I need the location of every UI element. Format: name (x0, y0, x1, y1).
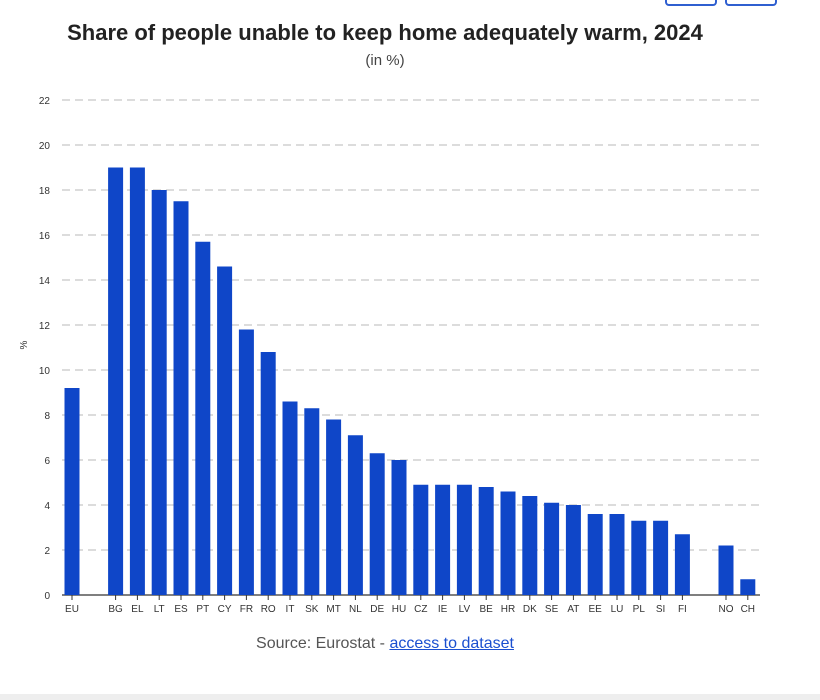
toolbar-button-2[interactable] (725, 0, 777, 6)
bar-DE (369, 453, 385, 595)
y-tick-label: 2 (44, 546, 50, 557)
x-tick-label: NL (349, 604, 362, 615)
x-tick-label: EU (65, 604, 79, 615)
bar-HR (500, 491, 516, 595)
bar-PL (631, 520, 647, 595)
y-tick-label: 22 (39, 96, 51, 107)
x-tick-label: MT (326, 604, 340, 615)
x-tick-label: FI (678, 604, 687, 615)
y-tick-label: 10 (39, 366, 51, 377)
x-tick-label: HR (501, 604, 515, 615)
x-tick-label: SE (545, 604, 559, 615)
bar-AT (565, 505, 581, 595)
x-tick-label: AT (567, 604, 579, 615)
y-tick-label: 8 (44, 411, 50, 422)
bottom-bar (0, 694, 820, 700)
x-tick-label: BE (480, 604, 494, 615)
x-tick-label: EE (589, 604, 603, 615)
x-tick-label: SI (656, 604, 665, 615)
bar-RO (260, 352, 276, 595)
bar-NL (347, 435, 363, 595)
bar-LV (456, 484, 472, 595)
bar-BE (478, 487, 494, 595)
x-tick-label: LU (611, 604, 624, 615)
bar-PT (195, 241, 211, 595)
x-tick-label: SK (305, 604, 319, 615)
x-tick-label: EL (131, 604, 144, 615)
x-tick-label: LT (154, 604, 165, 615)
source-text: Source: Eurostat - (256, 635, 390, 652)
bar-IT (282, 401, 298, 595)
y-tick-label: 12 (39, 321, 51, 332)
x-tick-label: PL (633, 604, 646, 615)
bar-MT (326, 419, 342, 595)
bar-FI (674, 534, 690, 595)
bar-DK (522, 496, 538, 595)
x-tick-label: ES (174, 604, 188, 615)
y-tick-label: 14 (39, 276, 51, 287)
x-tick-label: DE (370, 604, 384, 615)
x-tick-label: CY (218, 604, 232, 615)
x-tick-label: PT (196, 604, 209, 615)
x-tick-label: IT (286, 604, 295, 615)
bar-EL (129, 167, 145, 595)
bar-IE (435, 484, 451, 595)
x-tick-label: HU (392, 604, 406, 615)
bar-NO (718, 545, 734, 595)
source-line: Source: Eurostat - access to dataset (0, 635, 770, 653)
bar-BG (108, 167, 124, 595)
bar-SE (544, 502, 560, 595)
x-tick-label: NO (719, 604, 734, 615)
bar-chart: 0 2 4 6 8 10 12 14 16 18 20 22% EU BG EL LT ES PT CY FR RO IT… (19, 96, 760, 615)
y-tick-label: 4 (44, 501, 50, 512)
bar-CY (217, 266, 233, 595)
x-tick-label: RO (261, 604, 276, 615)
bar-LT (151, 190, 167, 595)
chart-title: Share of people unable to keep home adeq… (67, 20, 703, 45)
y-tick-label: 20 (39, 141, 51, 152)
y-tick-label: 0 (44, 591, 50, 602)
bar-CZ (413, 484, 429, 595)
x-tick-label: CZ (414, 604, 427, 615)
bar-ES (173, 201, 189, 595)
bar-EU (64, 388, 80, 595)
x-tick-label: FR (240, 604, 253, 615)
y-axis-label: % (19, 340, 30, 349)
x-tick-label: CH (741, 604, 755, 615)
bar-EE (587, 514, 603, 595)
x-tick-label: LV (459, 604, 471, 615)
chart-subtitle: (in %) (365, 52, 405, 69)
x-tick-label: IE (438, 604, 448, 615)
bar-HU (391, 460, 407, 595)
bar-FR (238, 329, 254, 595)
x-tick-label: BG (108, 604, 123, 615)
bar-LU (609, 514, 625, 595)
toolbar-button-1[interactable] (665, 0, 717, 6)
bar-CH (740, 579, 756, 595)
bar-SI (653, 520, 669, 595)
y-tick-label: 16 (39, 231, 51, 242)
x-tick-label: DK (523, 604, 537, 615)
y-tick-label: 18 (39, 186, 51, 197)
dataset-link[interactable]: access to dataset (389, 635, 514, 652)
bar-SK (304, 408, 320, 595)
y-tick-label: 6 (44, 456, 50, 467)
